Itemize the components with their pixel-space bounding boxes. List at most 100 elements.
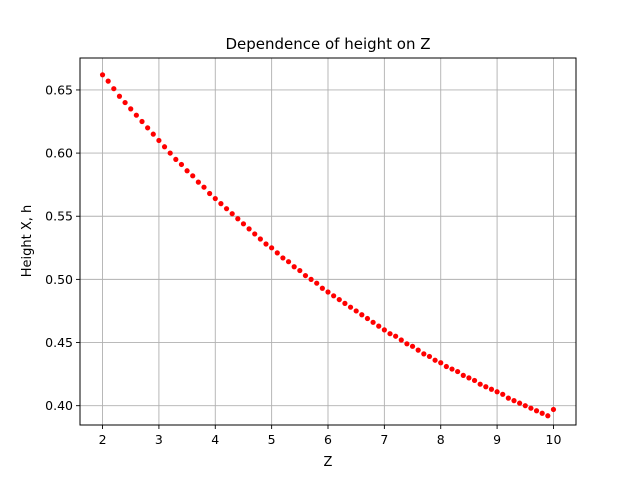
data-point xyxy=(466,375,472,381)
data-point xyxy=(325,289,331,295)
data-point xyxy=(517,400,523,406)
data-point xyxy=(285,259,292,265)
x-tick-label: 2 xyxy=(99,432,107,447)
grid xyxy=(80,58,576,425)
data-point xyxy=(223,206,230,212)
data-point xyxy=(550,406,557,413)
data-point xyxy=(240,221,247,227)
data-point xyxy=(195,179,201,185)
data-point xyxy=(257,236,263,242)
data-point xyxy=(274,250,280,256)
y-tick-label: 0.60 xyxy=(45,146,73,161)
data-point xyxy=(415,347,421,353)
data-point xyxy=(443,363,449,370)
data-point xyxy=(421,351,427,357)
data-points xyxy=(99,72,557,419)
data-point xyxy=(347,304,354,310)
data-point xyxy=(314,280,320,286)
data-point xyxy=(376,323,382,329)
data-point xyxy=(381,327,387,333)
x-axis-ticks: 2 3 4 5 6 7 8 9 10 xyxy=(99,425,562,447)
data-point xyxy=(229,211,235,217)
data-point xyxy=(178,161,185,168)
data-point xyxy=(533,408,540,414)
data-point xyxy=(99,72,106,78)
data-point xyxy=(488,386,495,392)
data-point xyxy=(432,357,438,363)
data-point xyxy=(494,389,500,395)
data-point xyxy=(387,331,393,337)
data-point xyxy=(426,353,433,360)
x-tick-label: 8 xyxy=(437,432,445,447)
data-point xyxy=(291,264,297,270)
data-point xyxy=(342,300,348,306)
data-point xyxy=(145,125,151,131)
data-point xyxy=(302,272,309,279)
data-point xyxy=(133,112,139,118)
data-point xyxy=(404,341,410,347)
data-point xyxy=(511,398,517,404)
y-tick-label: 0.65 xyxy=(45,82,73,97)
data-point xyxy=(297,267,303,274)
data-point xyxy=(438,360,444,366)
x-tick-label: 9 xyxy=(493,432,501,447)
data-point xyxy=(190,173,196,179)
data-point xyxy=(116,93,123,99)
chart-title: Dependence of height on Z xyxy=(225,35,430,53)
data-point xyxy=(218,201,224,207)
x-tick-label: 7 xyxy=(380,432,388,447)
data-point xyxy=(212,195,218,202)
data-point xyxy=(263,241,269,247)
data-point xyxy=(336,296,342,303)
data-point xyxy=(111,86,117,92)
data-point xyxy=(246,226,252,232)
data-point xyxy=(370,319,376,325)
data-point xyxy=(359,312,365,318)
data-point xyxy=(184,168,190,174)
x-tick-label: 5 xyxy=(268,432,276,447)
data-point xyxy=(105,78,111,84)
x-tick-label: 6 xyxy=(324,432,332,447)
data-point xyxy=(500,391,506,397)
y-tick-label: 0.50 xyxy=(45,272,73,287)
data-point xyxy=(201,184,207,190)
data-point xyxy=(161,144,168,150)
data-point xyxy=(252,231,258,237)
data-point xyxy=(235,216,241,222)
data-point xyxy=(460,372,466,378)
data-point xyxy=(308,276,314,282)
data-point xyxy=(477,381,483,387)
data-point xyxy=(398,337,404,343)
data-point xyxy=(545,413,551,419)
data-point xyxy=(156,137,162,144)
data-point xyxy=(167,150,173,156)
y-tick-label: 0.55 xyxy=(45,209,73,224)
data-point xyxy=(393,333,399,339)
data-point xyxy=(505,395,511,401)
data-point xyxy=(280,255,286,261)
data-point xyxy=(128,106,134,112)
data-point xyxy=(364,315,371,322)
data-point xyxy=(483,384,489,390)
data-point xyxy=(353,308,359,314)
data-point xyxy=(207,190,213,197)
data-point xyxy=(449,366,455,372)
y-axis-ticks: 0.40 0.45 0.50 0.55 0.60 0.65 xyxy=(45,82,80,413)
data-point xyxy=(471,377,478,384)
data-point xyxy=(173,156,179,163)
data-point xyxy=(269,245,275,251)
data-point xyxy=(522,403,528,409)
data-point xyxy=(455,368,461,375)
x-tick-label: 4 xyxy=(211,432,219,447)
x-axis-label: Z xyxy=(324,455,333,470)
data-point xyxy=(331,293,337,299)
data-point xyxy=(319,285,325,291)
y-axis-label: Height X, h xyxy=(20,205,35,278)
data-point xyxy=(122,99,128,106)
y-tick-label: 0.45 xyxy=(45,335,73,350)
x-tick-label: 3 xyxy=(155,432,163,447)
data-point xyxy=(139,118,145,125)
data-point xyxy=(539,410,545,416)
x-tick-label: 10 xyxy=(546,432,562,447)
